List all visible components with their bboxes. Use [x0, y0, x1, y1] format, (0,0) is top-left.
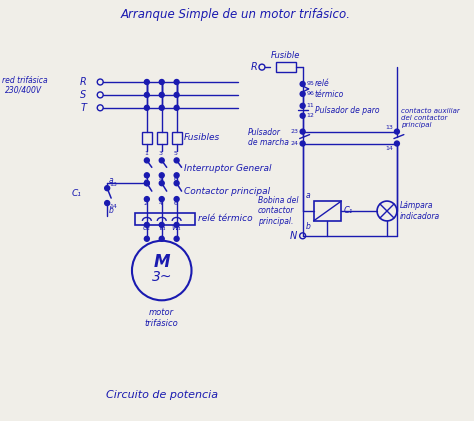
- Circle shape: [159, 173, 164, 178]
- Text: 230/400V: 230/400V: [5, 85, 42, 94]
- Circle shape: [145, 173, 149, 178]
- Text: 4: 4: [159, 177, 163, 182]
- Circle shape: [300, 113, 305, 118]
- Circle shape: [145, 222, 149, 227]
- Text: Fusibles: Fusibles: [183, 133, 220, 142]
- Circle shape: [394, 129, 400, 134]
- Text: 3: 3: [159, 174, 163, 179]
- Text: Arranque Simple de un motor trifásico.: Arranque Simple de un motor trifásico.: [120, 8, 350, 21]
- Circle shape: [174, 197, 179, 202]
- Bar: [142, 132, 152, 144]
- Text: relé térmico: relé térmico: [199, 214, 253, 224]
- Text: 23: 23: [291, 129, 299, 134]
- Text: W₁: W₁: [172, 225, 182, 231]
- Circle shape: [300, 129, 305, 134]
- Text: 13: 13: [109, 182, 117, 187]
- Text: R: R: [250, 62, 257, 72]
- Text: red trifásica: red trifásica: [2, 75, 47, 85]
- Circle shape: [300, 91, 305, 96]
- Text: 1: 1: [144, 174, 148, 179]
- Text: T: T: [80, 103, 86, 113]
- Text: b: b: [109, 206, 114, 215]
- Circle shape: [174, 93, 179, 97]
- Circle shape: [394, 141, 400, 146]
- Text: Interruptor General: Interruptor General: [183, 164, 271, 173]
- Circle shape: [145, 236, 149, 241]
- Circle shape: [159, 105, 164, 110]
- Text: 2: 2: [144, 177, 148, 182]
- Circle shape: [145, 181, 149, 186]
- Text: V₁: V₁: [158, 225, 165, 231]
- Text: contacto auxiliar
del contactor
principal: contacto auxiliar del contactor principa…: [401, 108, 460, 128]
- Text: 14: 14: [109, 204, 117, 209]
- Text: 1: 1: [144, 152, 148, 157]
- Bar: [314, 201, 341, 221]
- Circle shape: [159, 158, 164, 163]
- Circle shape: [105, 186, 109, 191]
- Circle shape: [174, 105, 179, 110]
- Text: C₁: C₁: [72, 189, 82, 197]
- Text: S: S: [80, 90, 86, 100]
- Circle shape: [159, 93, 164, 97]
- Text: 5: 5: [173, 152, 178, 157]
- Text: Fusible: Fusible: [271, 51, 301, 60]
- Text: 24: 24: [291, 141, 299, 146]
- Text: b: b: [306, 222, 310, 231]
- Circle shape: [159, 236, 164, 241]
- Circle shape: [300, 141, 305, 146]
- Circle shape: [174, 173, 179, 178]
- Text: 4: 4: [159, 201, 163, 206]
- Text: 95: 95: [307, 82, 314, 86]
- Circle shape: [159, 197, 164, 202]
- Circle shape: [174, 222, 179, 227]
- Text: Circuito de potencia: Circuito de potencia: [106, 389, 218, 400]
- Text: 14: 14: [385, 146, 393, 150]
- Circle shape: [145, 158, 149, 163]
- Bar: [172, 132, 182, 144]
- Circle shape: [105, 200, 109, 205]
- Text: 96: 96: [307, 91, 314, 96]
- Circle shape: [159, 181, 164, 186]
- Circle shape: [145, 80, 149, 85]
- Text: U₁: U₁: [143, 225, 151, 231]
- Circle shape: [174, 80, 179, 85]
- Circle shape: [145, 181, 149, 186]
- Circle shape: [145, 105, 149, 110]
- Text: 12: 12: [307, 113, 314, 118]
- Text: relé
térmico: relé térmico: [315, 79, 344, 99]
- Circle shape: [145, 197, 149, 202]
- Text: 3: 3: [159, 152, 163, 157]
- Text: 5: 5: [173, 174, 178, 179]
- Text: motor
trifásico: motor trifásico: [145, 308, 179, 328]
- Circle shape: [174, 236, 179, 241]
- Text: 11: 11: [307, 103, 314, 108]
- Circle shape: [300, 82, 305, 86]
- Circle shape: [159, 222, 164, 227]
- Text: 6: 6: [173, 201, 178, 206]
- Circle shape: [174, 181, 179, 186]
- Circle shape: [174, 158, 179, 163]
- Text: R: R: [80, 77, 86, 87]
- Text: a: a: [306, 191, 310, 200]
- Text: Pulsador de paro: Pulsador de paro: [315, 106, 379, 115]
- Circle shape: [300, 103, 305, 108]
- Text: C₁: C₁: [343, 206, 353, 216]
- Text: 2: 2: [144, 201, 148, 206]
- Bar: [135, 213, 195, 225]
- Bar: [276, 62, 296, 72]
- Text: N: N: [290, 231, 297, 241]
- Text: 6: 6: [173, 177, 178, 182]
- Text: Bobina del
contactor
principal.: Bobina del contactor principal.: [258, 196, 299, 226]
- Circle shape: [159, 80, 164, 85]
- Text: Pulsador
de marcha: Pulsador de marcha: [248, 128, 289, 147]
- Text: a: a: [109, 176, 114, 185]
- Text: 3~: 3~: [152, 270, 172, 285]
- Bar: [157, 132, 167, 144]
- Circle shape: [145, 93, 149, 97]
- Text: 13: 13: [385, 125, 393, 130]
- Text: M: M: [154, 253, 170, 271]
- Text: Lámpara
indicadora: Lámpara indicadora: [400, 201, 440, 221]
- Text: Contactor principal: Contactor principal: [183, 187, 270, 196]
